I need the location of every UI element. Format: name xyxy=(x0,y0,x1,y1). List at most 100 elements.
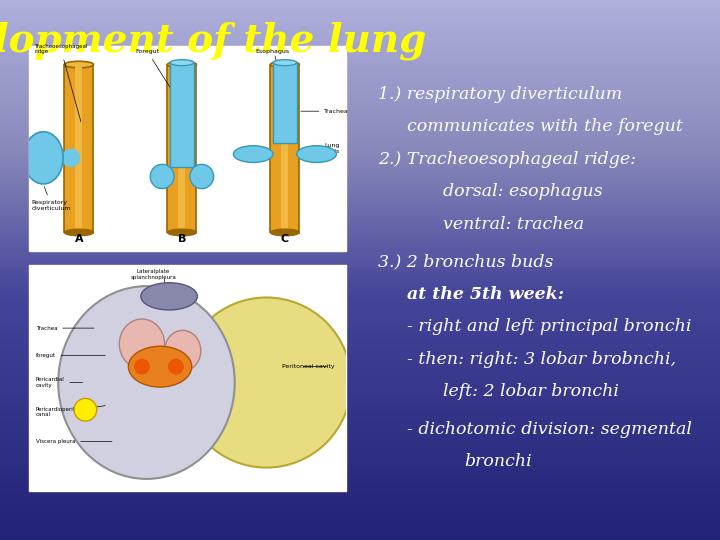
Bar xyxy=(0,326,720,328)
Bar xyxy=(0,93,720,96)
Bar xyxy=(0,38,720,39)
Bar xyxy=(0,261,720,263)
Bar xyxy=(0,243,720,245)
Bar xyxy=(0,414,720,416)
Bar xyxy=(0,447,720,448)
Bar xyxy=(0,309,720,312)
Bar xyxy=(0,193,720,194)
Bar xyxy=(0,88,720,90)
Bar xyxy=(0,18,720,20)
Bar xyxy=(0,490,720,491)
Bar xyxy=(0,463,720,464)
Bar xyxy=(0,231,720,232)
Text: 1.) respiratory diverticulum: 1.) respiratory diverticulum xyxy=(378,86,622,103)
Bar xyxy=(0,214,720,216)
Bar xyxy=(0,236,720,238)
Bar xyxy=(0,484,720,486)
Bar xyxy=(0,347,720,349)
Bar xyxy=(0,221,720,223)
Bar xyxy=(0,518,720,520)
Bar xyxy=(0,131,720,133)
Bar xyxy=(0,288,720,290)
Bar xyxy=(0,7,720,9)
Ellipse shape xyxy=(24,132,63,184)
Bar xyxy=(0,285,720,286)
Bar xyxy=(0,407,720,409)
Bar xyxy=(0,151,720,153)
Bar xyxy=(0,201,720,204)
Bar xyxy=(0,211,720,212)
Bar xyxy=(0,69,720,70)
Bar xyxy=(0,274,720,275)
Bar xyxy=(0,123,720,124)
Bar xyxy=(0,346,720,347)
Bar xyxy=(0,70,720,72)
Bar xyxy=(0,479,720,481)
Ellipse shape xyxy=(65,61,94,68)
Bar xyxy=(0,371,720,373)
FancyBboxPatch shape xyxy=(29,46,346,251)
Text: dorsal: esophagus: dorsal: esophagus xyxy=(443,183,603,200)
Bar xyxy=(0,340,720,342)
Bar xyxy=(0,266,720,268)
Bar xyxy=(0,277,720,279)
Text: Trachea: Trachea xyxy=(301,109,349,114)
Bar xyxy=(0,344,720,346)
Bar xyxy=(0,470,720,471)
Bar xyxy=(0,196,720,198)
Bar xyxy=(0,497,720,498)
Bar xyxy=(0,461,720,463)
Bar xyxy=(0,302,720,304)
Bar xyxy=(0,115,720,117)
Bar xyxy=(0,239,720,241)
Bar xyxy=(0,400,720,401)
Ellipse shape xyxy=(65,229,94,236)
Bar xyxy=(0,525,720,528)
Ellipse shape xyxy=(167,229,197,236)
Bar xyxy=(0,66,720,69)
Bar xyxy=(0,198,720,200)
Bar xyxy=(0,241,720,243)
Bar xyxy=(0,120,720,123)
Bar xyxy=(0,328,720,329)
Bar xyxy=(0,290,720,292)
Bar xyxy=(0,272,720,274)
Ellipse shape xyxy=(120,319,165,369)
Text: ventral: trachea: ventral: trachea xyxy=(443,215,584,233)
Bar xyxy=(0,378,720,380)
Bar xyxy=(0,498,720,501)
Bar xyxy=(0,511,720,513)
Bar xyxy=(0,329,720,331)
Bar xyxy=(0,495,720,497)
Bar xyxy=(0,477,720,479)
Bar xyxy=(0,47,720,49)
Ellipse shape xyxy=(233,146,273,163)
Bar xyxy=(0,5,720,7)
Bar xyxy=(0,252,720,254)
Bar xyxy=(0,167,720,169)
Bar xyxy=(0,189,720,191)
Bar xyxy=(0,27,720,29)
Bar xyxy=(0,180,720,182)
Text: Tracheoesophageal
ridge: Tracheoesophageal ridge xyxy=(34,44,88,122)
Bar xyxy=(75,65,82,232)
Bar xyxy=(0,317,720,319)
Bar xyxy=(0,421,720,423)
Bar xyxy=(0,259,720,261)
Bar xyxy=(0,405,720,407)
Bar xyxy=(0,432,720,434)
Bar xyxy=(0,362,720,363)
Bar xyxy=(0,52,720,54)
Bar xyxy=(0,182,720,184)
Bar xyxy=(0,32,720,34)
Bar xyxy=(0,23,720,25)
Bar xyxy=(0,126,720,128)
Text: Lateralplate
splanchnopleura: Lateralplate splanchnopleura xyxy=(130,269,176,280)
Bar xyxy=(0,117,720,119)
Bar xyxy=(0,533,720,535)
Bar xyxy=(0,339,720,340)
Bar xyxy=(0,72,720,74)
Bar xyxy=(0,393,720,394)
Bar xyxy=(0,103,720,104)
Bar xyxy=(0,158,720,160)
